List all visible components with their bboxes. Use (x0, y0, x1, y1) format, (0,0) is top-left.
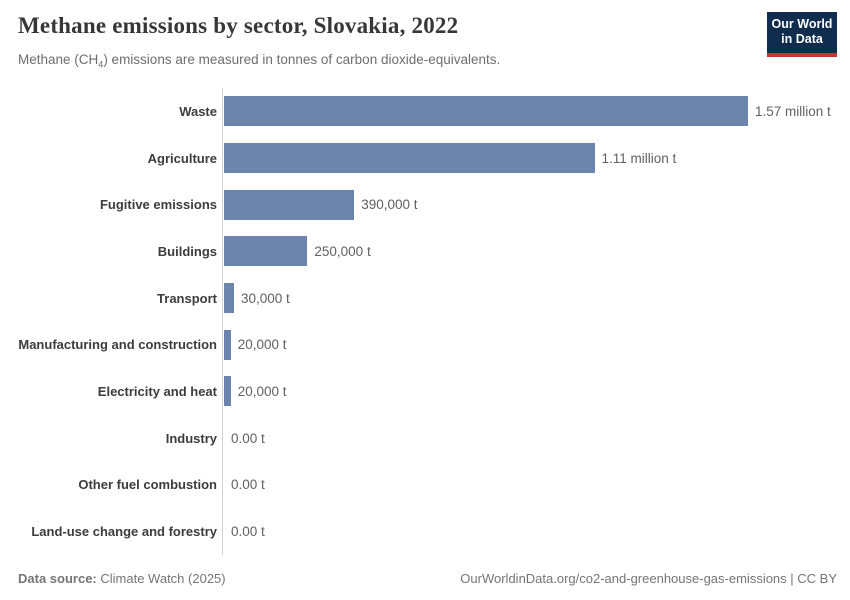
bar-track: 1.57 million t (222, 88, 850, 135)
bar-track: 30,000 t (222, 274, 850, 322)
subtitle-text: Methane (CH (18, 52, 99, 67)
bar-row: Manufacturing and construction 20,000 t (0, 321, 850, 369)
value-label: 0.00 t (231, 524, 265, 540)
bar[interactable] (224, 236, 308, 267)
category-label: Other fuel combustion (78, 477, 217, 493)
bar-chart: Waste 1.57 million t Agriculture 1.11 mi… (0, 88, 850, 555)
value-label: 1.11 million t (601, 150, 677, 166)
owid-logo[interactable]: Our World in Data (767, 12, 837, 57)
category-label: Transport (157, 290, 217, 306)
category-label: Manufacturing and construction (18, 337, 217, 353)
bar[interactable] (224, 96, 748, 127)
bar-track: 20,000 t (222, 321, 850, 369)
value-label: 250,000 t (314, 243, 371, 259)
bar-row: Fugitive emissions 390,000 t (0, 181, 850, 229)
category-label: Land-use change and forestry (31, 524, 217, 540)
attribution-link[interactable]: OurWorldinData.org/co2-and-greenhouse-ga… (460, 571, 837, 586)
bar-row: Land-use change and forestry 0.00 t (0, 508, 850, 555)
category-label: Buildings (157, 243, 217, 259)
bar-track: 1.11 million t (222, 134, 850, 182)
value-label: 0.00 t (231, 477, 265, 493)
bar-track: 0.00 t (222, 414, 850, 462)
bar-row: Electricity and heat 20,000 t (0, 368, 850, 415)
value-label: 30,000 t (241, 290, 290, 306)
data-source-link[interactable]: Climate Watch (2025) (100, 571, 226, 586)
bar[interactable] (224, 189, 355, 220)
bar-track: 0.00 t (222, 508, 850, 555)
bar-row: Buildings 250,000 t (0, 228, 850, 275)
bar-track: 390,000 t (222, 181, 850, 229)
owid-logo-line2: in Data (781, 32, 823, 46)
category-label: Fugitive emissions (99, 197, 217, 213)
value-label: 0.00 t (231, 430, 265, 446)
value-label: 20,000 t (237, 337, 287, 353)
category-label: Agriculture (147, 150, 217, 166)
category-label: Electricity and heat (97, 383, 217, 399)
value-label: 390,000 t (361, 197, 418, 213)
bar-track: 20,000 t (222, 368, 850, 415)
chart-subtitle: Methane (CH4) emissions are measured in … (18, 52, 500, 70)
bar-track: 0.00 t (222, 461, 850, 509)
value-label: 1.57 million t (755, 103, 831, 119)
chart-footer: Data source: Climate Watch (2025) OurWor… (18, 571, 837, 586)
bar[interactable] (224, 283, 234, 314)
category-label: Industry (165, 430, 217, 446)
bar-row: Other fuel combustion 0.00 t (0, 461, 850, 509)
chart-title: Methane emissions by sector, Slovakia, 2… (18, 13, 459, 38)
category-label: Waste (179, 103, 217, 119)
bar-row: Waste 1.57 million t (0, 88, 850, 135)
data-source: Data source: Climate Watch (2025) (18, 571, 226, 586)
owid-logo-line1: Our World (771, 17, 833, 31)
subtitle-subscript: 4 (98, 59, 104, 70)
bar-row: Industry 0.00 t (0, 414, 850, 462)
bar-row: Agriculture 1.11 million t (0, 134, 850, 182)
data-source-label: Data source: (18, 571, 97, 586)
bar-track: 250,000 t (222, 228, 850, 275)
subtitle-text-end: ) emissions are measured in tonnes of ca… (103, 52, 501, 67)
bar[interactable] (224, 329, 231, 360)
value-label: 20,000 t (237, 383, 287, 399)
bar[interactable] (224, 376, 231, 407)
bar[interactable] (224, 143, 595, 174)
bar-row: Transport 30,000 t (0, 274, 850, 322)
